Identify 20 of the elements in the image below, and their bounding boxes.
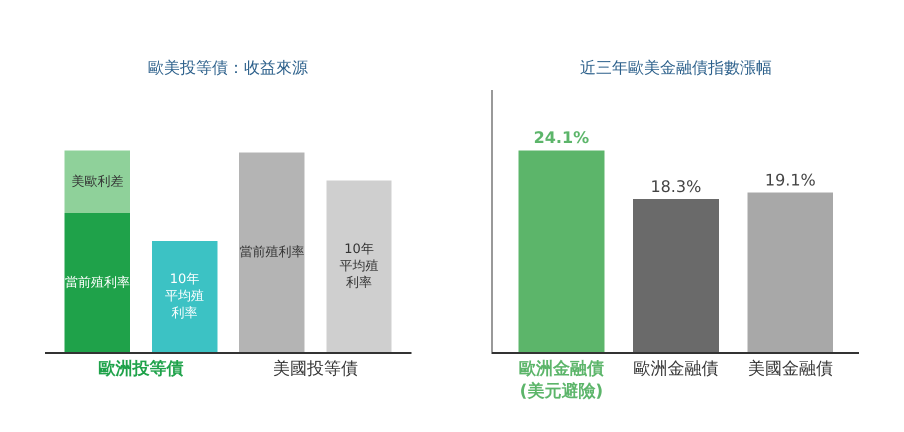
x-tick-label: 歐洲金融債 (美元避險) xyxy=(518,359,604,402)
x-tick-label: 美國金融債 xyxy=(748,359,833,380)
chart-title: 近三年歐美金融債指數漲幅 xyxy=(580,58,772,77)
text: 當前殖利率 xyxy=(64,275,130,290)
data-label: 19.1% xyxy=(764,170,816,190)
data-label: 18.3% xyxy=(650,176,702,196)
series-label: 10年平均殖利率 xyxy=(165,272,204,321)
bar xyxy=(326,180,392,352)
x-tick-label: 歐洲投等債 xyxy=(98,359,184,380)
series-label: 美歐利差 xyxy=(71,174,124,190)
bar xyxy=(152,241,218,352)
x-tick-label: 歐洲金融債 xyxy=(633,359,718,380)
bar xyxy=(239,152,304,352)
text: 10年平均殖利率 xyxy=(339,242,378,291)
bar xyxy=(64,150,130,213)
bar xyxy=(64,212,130,352)
data-label: 24.1% xyxy=(534,128,590,148)
x-tick-label: 美國投等債 xyxy=(272,359,358,380)
series-label: 當前殖利率 xyxy=(239,244,304,260)
chart-title: 歐美投等債：收益來源 xyxy=(148,58,308,77)
